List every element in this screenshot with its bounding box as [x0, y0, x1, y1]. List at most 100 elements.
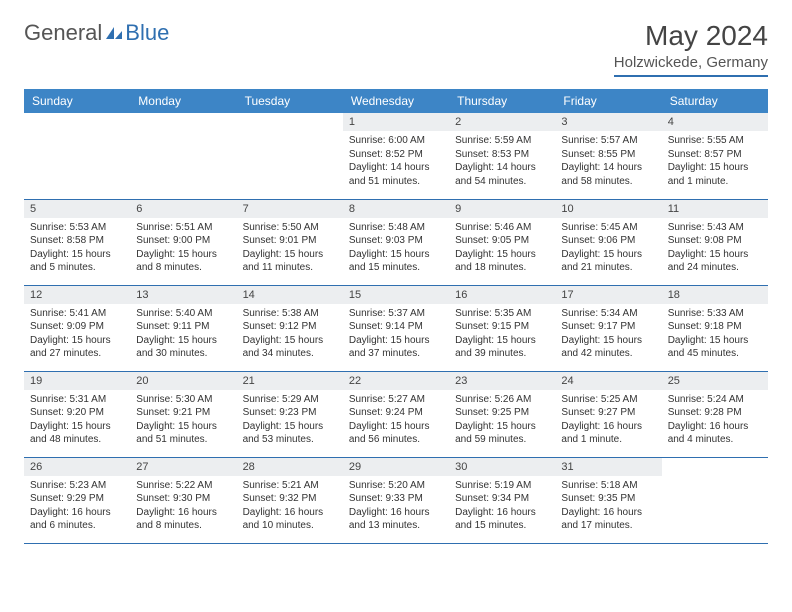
calendar-day-cell: 1Sunrise: 6:00 AMSunset: 8:52 PMDaylight…: [343, 113, 449, 199]
weekday-header: Tuesday: [237, 89, 343, 113]
day-number: 13: [130, 286, 236, 304]
calendar-day-cell: 11Sunrise: 5:43 AMSunset: 9:08 PMDayligh…: [662, 199, 768, 285]
day-number: 25: [662, 372, 768, 390]
day-number: 12: [24, 286, 130, 304]
day-details: Sunrise: 5:46 AMSunset: 9:05 PMDaylight:…: [449, 218, 555, 279]
calendar-day-cell: 21Sunrise: 5:29 AMSunset: 9:23 PMDayligh…: [237, 371, 343, 457]
calendar-day-cell: 26Sunrise: 5:23 AMSunset: 9:29 PMDayligh…: [24, 457, 130, 543]
weekday-header: Sunday: [24, 89, 130, 113]
day-details: Sunrise: 5:19 AMSunset: 9:34 PMDaylight:…: [449, 476, 555, 537]
calendar-day-cell: 5Sunrise: 5:53 AMSunset: 8:58 PMDaylight…: [24, 199, 130, 285]
day-details: Sunrise: 5:30 AMSunset: 9:21 PMDaylight:…: [130, 390, 236, 451]
calendar-day-cell: 13Sunrise: 5:40 AMSunset: 9:11 PMDayligh…: [130, 285, 236, 371]
day-details: Sunrise: 5:20 AMSunset: 9:33 PMDaylight:…: [343, 476, 449, 537]
calendar-day-cell: 23Sunrise: 5:26 AMSunset: 9:25 PMDayligh…: [449, 371, 555, 457]
day-number: 16: [449, 286, 555, 304]
calendar-week-row: 19Sunrise: 5:31 AMSunset: 9:20 PMDayligh…: [24, 371, 768, 457]
calendar-day-cell: 18Sunrise: 5:33 AMSunset: 9:18 PMDayligh…: [662, 285, 768, 371]
calendar-day-cell: 16Sunrise: 5:35 AMSunset: 9:15 PMDayligh…: [449, 285, 555, 371]
calendar-day-cell: [662, 457, 768, 543]
day-details: Sunrise: 5:18 AMSunset: 9:35 PMDaylight:…: [555, 476, 661, 537]
calendar-table: SundayMondayTuesdayWednesdayThursdayFrid…: [24, 89, 768, 544]
day-number: 24: [555, 372, 661, 390]
calendar-week-row: 26Sunrise: 5:23 AMSunset: 9:29 PMDayligh…: [24, 457, 768, 543]
day-details: Sunrise: 5:41 AMSunset: 9:09 PMDaylight:…: [24, 304, 130, 365]
calendar-day-cell: 22Sunrise: 5:27 AMSunset: 9:24 PMDayligh…: [343, 371, 449, 457]
logo-text-blue: Blue: [125, 20, 169, 46]
calendar-day-cell: 14Sunrise: 5:38 AMSunset: 9:12 PMDayligh…: [237, 285, 343, 371]
calendar-week-row: 12Sunrise: 5:41 AMSunset: 9:09 PMDayligh…: [24, 285, 768, 371]
calendar-week-row: 1Sunrise: 6:00 AMSunset: 8:52 PMDaylight…: [24, 113, 768, 199]
day-details: Sunrise: 5:48 AMSunset: 9:03 PMDaylight:…: [343, 218, 449, 279]
logo: General Blue: [24, 20, 169, 46]
day-number: 18: [662, 286, 768, 304]
calendar-day-cell: 8Sunrise: 5:48 AMSunset: 9:03 PMDaylight…: [343, 199, 449, 285]
calendar-body: 1Sunrise: 6:00 AMSunset: 8:52 PMDaylight…: [24, 113, 768, 543]
calendar-day-cell: 10Sunrise: 5:45 AMSunset: 9:06 PMDayligh…: [555, 199, 661, 285]
calendar-day-cell: 29Sunrise: 5:20 AMSunset: 9:33 PMDayligh…: [343, 457, 449, 543]
day-details: Sunrise: 5:25 AMSunset: 9:27 PMDaylight:…: [555, 390, 661, 451]
calendar-week-row: 5Sunrise: 5:53 AMSunset: 8:58 PMDaylight…: [24, 199, 768, 285]
calendar-header-row: SundayMondayTuesdayWednesdayThursdayFrid…: [24, 89, 768, 113]
calendar-day-cell: 24Sunrise: 5:25 AMSunset: 9:27 PMDayligh…: [555, 371, 661, 457]
day-number: 10: [555, 200, 661, 218]
day-details: Sunrise: 5:37 AMSunset: 9:14 PMDaylight:…: [343, 304, 449, 365]
weekday-header: Thursday: [449, 89, 555, 113]
day-number: 8: [343, 200, 449, 218]
logo-text-general: General: [24, 20, 102, 46]
day-number: 29: [343, 458, 449, 476]
calendar-day-cell: 27Sunrise: 5:22 AMSunset: 9:30 PMDayligh…: [130, 457, 236, 543]
calendar-day-cell: 3Sunrise: 5:57 AMSunset: 8:55 PMDaylight…: [555, 113, 661, 199]
weekday-header: Wednesday: [343, 89, 449, 113]
day-number: 2: [449, 113, 555, 131]
day-details: Sunrise: 5:24 AMSunset: 9:28 PMDaylight:…: [662, 390, 768, 451]
day-number: 30: [449, 458, 555, 476]
calendar-day-cell: [130, 113, 236, 199]
calendar-day-cell: 31Sunrise: 5:18 AMSunset: 9:35 PMDayligh…: [555, 457, 661, 543]
day-details: Sunrise: 5:34 AMSunset: 9:17 PMDaylight:…: [555, 304, 661, 365]
logo-sail-icon: [105, 26, 123, 40]
day-number: 28: [237, 458, 343, 476]
day-details: Sunrise: 5:22 AMSunset: 9:30 PMDaylight:…: [130, 476, 236, 537]
day-details: Sunrise: 5:40 AMSunset: 9:11 PMDaylight:…: [130, 304, 236, 365]
day-details: Sunrise: 5:33 AMSunset: 9:18 PMDaylight:…: [662, 304, 768, 365]
day-number: 5: [24, 200, 130, 218]
day-details: Sunrise: 5:23 AMSunset: 9:29 PMDaylight:…: [24, 476, 130, 537]
calendar-day-cell: 4Sunrise: 5:55 AMSunset: 8:57 PMDaylight…: [662, 113, 768, 199]
calendar-day-cell: 25Sunrise: 5:24 AMSunset: 9:28 PMDayligh…: [662, 371, 768, 457]
day-number: 15: [343, 286, 449, 304]
day-details: Sunrise: 5:27 AMSunset: 9:24 PMDaylight:…: [343, 390, 449, 451]
calendar-day-cell: 12Sunrise: 5:41 AMSunset: 9:09 PMDayligh…: [24, 285, 130, 371]
day-number: 3: [555, 113, 661, 131]
day-details: Sunrise: 5:59 AMSunset: 8:53 PMDaylight:…: [449, 131, 555, 192]
day-number: 27: [130, 458, 236, 476]
weekday-header: Saturday: [662, 89, 768, 113]
day-details: Sunrise: 5:35 AMSunset: 9:15 PMDaylight:…: [449, 304, 555, 365]
day-number: 20: [130, 372, 236, 390]
day-number: 26: [24, 458, 130, 476]
day-number: 11: [662, 200, 768, 218]
calendar-day-cell: [237, 113, 343, 199]
title-block: May 2024 Holzwickede, Germany: [614, 20, 768, 77]
day-details: Sunrise: 5:38 AMSunset: 9:12 PMDaylight:…: [237, 304, 343, 365]
day-number: 19: [24, 372, 130, 390]
day-number: 23: [449, 372, 555, 390]
header: General Blue May 2024 Holzwickede, Germa…: [24, 20, 768, 77]
month-title: May 2024: [614, 20, 768, 52]
day-details: Sunrise: 5:51 AMSunset: 9:00 PMDaylight:…: [130, 218, 236, 279]
weekday-header: Friday: [555, 89, 661, 113]
calendar-day-cell: 9Sunrise: 5:46 AMSunset: 9:05 PMDaylight…: [449, 199, 555, 285]
calendar-day-cell: 28Sunrise: 5:21 AMSunset: 9:32 PMDayligh…: [237, 457, 343, 543]
day-details: Sunrise: 6:00 AMSunset: 8:52 PMDaylight:…: [343, 131, 449, 192]
day-details: Sunrise: 5:29 AMSunset: 9:23 PMDaylight:…: [237, 390, 343, 451]
calendar-day-cell: 17Sunrise: 5:34 AMSunset: 9:17 PMDayligh…: [555, 285, 661, 371]
day-details: Sunrise: 5:31 AMSunset: 9:20 PMDaylight:…: [24, 390, 130, 451]
day-details: Sunrise: 5:26 AMSunset: 9:25 PMDaylight:…: [449, 390, 555, 451]
day-details: Sunrise: 5:45 AMSunset: 9:06 PMDaylight:…: [555, 218, 661, 279]
day-number: 1: [343, 113, 449, 131]
day-number: 7: [237, 200, 343, 218]
calendar-day-cell: 19Sunrise: 5:31 AMSunset: 9:20 PMDayligh…: [24, 371, 130, 457]
day-number: 21: [237, 372, 343, 390]
calendar-day-cell: 2Sunrise: 5:59 AMSunset: 8:53 PMDaylight…: [449, 113, 555, 199]
calendar-day-cell: 6Sunrise: 5:51 AMSunset: 9:00 PMDaylight…: [130, 199, 236, 285]
